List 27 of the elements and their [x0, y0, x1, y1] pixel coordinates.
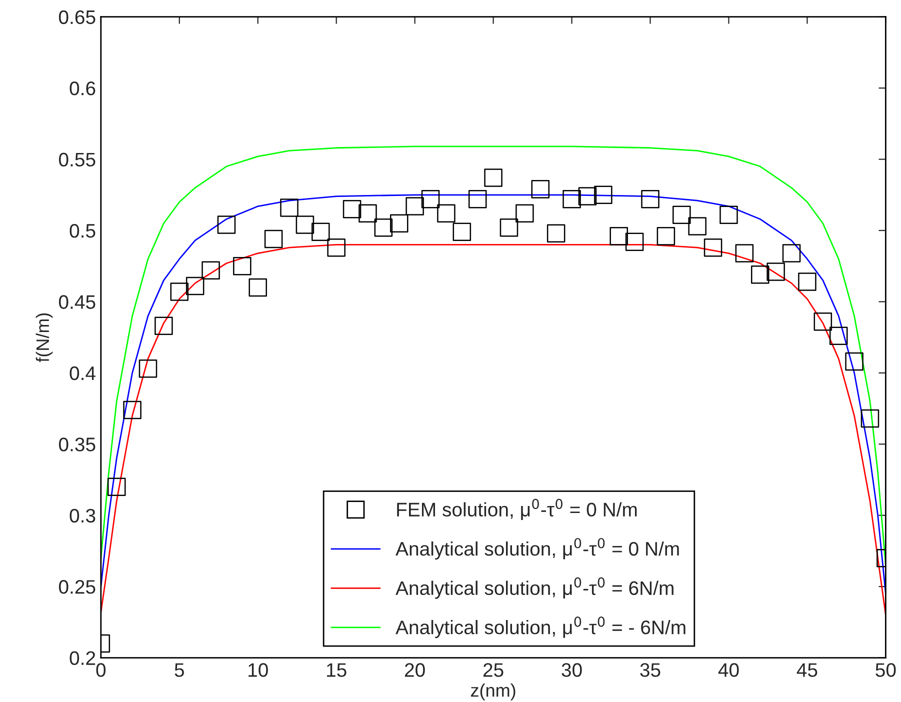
x-tick-label: 20	[404, 663, 425, 677]
y-tick-label: 0.4	[70, 366, 96, 380]
x-tick-label: 40	[718, 663, 739, 677]
y-tick-label: 0.3	[70, 508, 96, 523]
x-tick-label: 35	[640, 663, 660, 677]
x-axis-title: z(nm)	[470, 684, 516, 700]
x-tick-label: 5	[174, 663, 184, 677]
y-tick-label: 0.65	[58, 10, 96, 24]
x-tick-label: 10	[248, 663, 268, 677]
y-tick-label: 0.45	[58, 295, 96, 309]
legend-label: Analytical solution, μ$^{0}$-τ$^{0}$ = 0 N/m	[396, 538, 679, 560]
y-tick-label: 0.6	[70, 82, 96, 96]
x-tick-label: 50	[876, 663, 896, 677]
y-tick-label: 0.55	[58, 152, 96, 167]
y-tick-label: 0.25	[58, 580, 96, 594]
legend-label: FEM solution, μ$^{0}$-τ$^{0}$ = 0 N/m	[397, 498, 637, 520]
y-axis-title: f(N/m)	[36, 313, 53, 362]
y-tick-label: 0.5	[70, 224, 96, 238]
x-tick-label: 45	[796, 663, 818, 677]
x-tick-label: 30	[562, 663, 582, 677]
x-tick-label: 15	[327, 663, 346, 677]
y-tick-label: 0.2	[70, 651, 96, 666]
x-tick-label: 25	[483, 663, 504, 677]
legend-label: Analytical solution, μ$^{0}$-τ$^{0}$ = 6N/m	[396, 577, 674, 599]
x-tick-label: 0	[96, 663, 106, 677]
legend-label: Analytical solution, μ$^{0}$-τ$^{0}$ = - 6N/m	[396, 616, 686, 638]
y-tick-label: 0.35	[58, 438, 96, 452]
